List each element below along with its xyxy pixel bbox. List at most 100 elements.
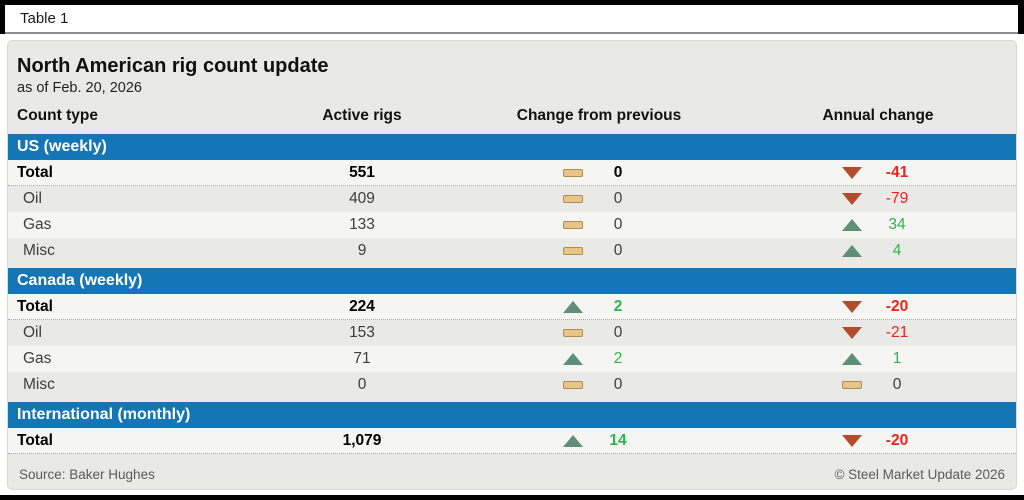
change-group: 0 xyxy=(458,190,740,208)
change-from-previous-cell: 0 xyxy=(458,190,740,208)
up-triangle-icon xyxy=(563,353,583,365)
annual-change-cell: -20 xyxy=(740,432,1016,450)
down-triangle-icon xyxy=(842,166,862,179)
icon-box xyxy=(841,193,863,205)
change-value: 0 xyxy=(613,324,623,341)
active-rigs-cell: 224 xyxy=(349,297,375,315)
count-type-cell: Gas xyxy=(23,350,52,367)
table-row: Oil 153 0 -21 xyxy=(8,320,1016,346)
no-change-icon xyxy=(842,381,862,389)
table-row: Oil 409 0 -79 xyxy=(8,186,1016,212)
active-rigs-cell: 153 xyxy=(349,324,375,341)
icon-box xyxy=(562,195,584,203)
annual-change-cell: 0 xyxy=(740,376,1016,394)
change-group: 4 xyxy=(740,242,1016,260)
change-value: 1 xyxy=(892,350,902,367)
active-rigs-cell: 71 xyxy=(353,350,371,367)
panel-footer: Source: Baker Hughes © Steel Market Upda… xyxy=(8,459,1016,489)
change-group: -20 xyxy=(740,432,1016,450)
icon-box xyxy=(562,168,584,177)
icon-box xyxy=(562,329,584,337)
table-tag-label: Table 1 xyxy=(20,10,69,27)
change-group: 14 xyxy=(458,432,740,450)
table-row: Misc 9 0 4 xyxy=(8,238,1016,264)
count-type-cell: Misc xyxy=(23,242,55,259)
active-rigs-cell: 551 xyxy=(349,163,375,181)
icon-box xyxy=(841,166,863,179)
change-group: 0 xyxy=(458,376,740,394)
change-value: 0 xyxy=(613,163,623,181)
icon-box xyxy=(841,219,863,231)
change-value: -21 xyxy=(885,324,909,341)
annual-change-cell: -20 xyxy=(740,298,1016,316)
change-from-previous-cell: 2 xyxy=(458,350,740,368)
active-rigs-cell: 1,079 xyxy=(342,431,382,449)
icon-box xyxy=(841,434,863,447)
annual-change-cell: -21 xyxy=(740,324,1016,342)
table-row: Gas 71 2 1 xyxy=(8,346,1016,372)
rig-table-body: US (weekly) Total 551 0 -41 Oil 409 0 -79 Gas 133 0… xyxy=(8,134,1016,454)
change-group: 0 xyxy=(458,216,740,234)
column-header-row: Count type Active rigs Change from previ… xyxy=(8,102,1016,130)
change-from-previous-cell: 0 xyxy=(458,216,740,234)
no-change-icon xyxy=(563,195,583,203)
change-value: -79 xyxy=(885,190,909,207)
change-group: 0 xyxy=(458,164,740,182)
count-type-cell: Gas xyxy=(23,216,52,233)
table-row: Misc 0 0 0 xyxy=(8,372,1016,398)
chart-title: North American rig count update xyxy=(17,55,329,77)
change-value: 2 xyxy=(613,350,623,367)
change-group: 0 xyxy=(458,242,740,260)
up-triangle-icon xyxy=(842,219,862,231)
change-group: -41 xyxy=(740,164,1016,182)
change-value: 0 xyxy=(613,190,623,207)
no-change-icon xyxy=(563,221,583,229)
up-triangle-icon xyxy=(842,353,862,365)
no-change-icon xyxy=(563,168,583,177)
chart-subtitle: as of Feb. 20, 2026 xyxy=(17,80,142,96)
section-band-label: Canada (weekly) xyxy=(17,272,143,289)
table-row: Total 551 0 -41 xyxy=(8,160,1016,186)
column-header-active-rigs: Active rigs xyxy=(322,107,402,124)
no-change-icon xyxy=(563,247,583,255)
count-type-cell: Total xyxy=(17,163,53,181)
change-from-previous-cell: 2 xyxy=(458,298,740,316)
column-header-count-type: Count type xyxy=(17,107,98,124)
table-row: Total 224 2 -20 xyxy=(8,294,1016,320)
top-border-bar xyxy=(0,0,1024,5)
down-triangle-icon xyxy=(842,193,862,205)
icon-box xyxy=(841,381,863,389)
change-value: 14 xyxy=(609,431,627,449)
bottom-border-bar xyxy=(0,495,1024,500)
table-row: Total 1,079 14 -20 xyxy=(8,428,1016,454)
change-group: -79 xyxy=(740,190,1016,208)
change-value: -41 xyxy=(885,163,909,181)
annual-change-cell: 34 xyxy=(740,216,1016,234)
icon-box xyxy=(562,381,584,389)
change-group: 1 xyxy=(740,350,1016,368)
section-band-label: International (monthly) xyxy=(17,406,191,423)
annual-change-cell: -79 xyxy=(740,190,1016,208)
table-tag-strip: Table 1 xyxy=(5,5,1018,34)
change-group: 2 xyxy=(458,350,740,368)
icon-box xyxy=(562,434,584,447)
active-rigs-cell: 0 xyxy=(357,376,367,393)
annual-change-cell: -41 xyxy=(740,164,1016,182)
change-value: 4 xyxy=(892,242,902,259)
up-triangle-icon xyxy=(563,434,583,447)
change-value: -20 xyxy=(885,431,909,449)
change-group: -20 xyxy=(740,298,1016,316)
active-rigs-cell: 9 xyxy=(357,242,367,259)
column-header-annual-change: Annual change xyxy=(822,107,934,124)
change-value: 34 xyxy=(888,216,906,233)
icon-box xyxy=(562,300,584,313)
section-band: International (monthly) xyxy=(8,402,1016,428)
change-from-previous-cell: 0 xyxy=(458,324,740,342)
no-change-icon xyxy=(563,329,583,337)
table-row: Gas 133 0 34 xyxy=(8,212,1016,238)
change-group: -21 xyxy=(740,324,1016,342)
up-triangle-icon xyxy=(563,300,583,313)
change-group: 0 xyxy=(458,324,740,342)
section-band: Canada (weekly) xyxy=(8,268,1016,294)
active-rigs-cell: 133 xyxy=(349,216,375,233)
